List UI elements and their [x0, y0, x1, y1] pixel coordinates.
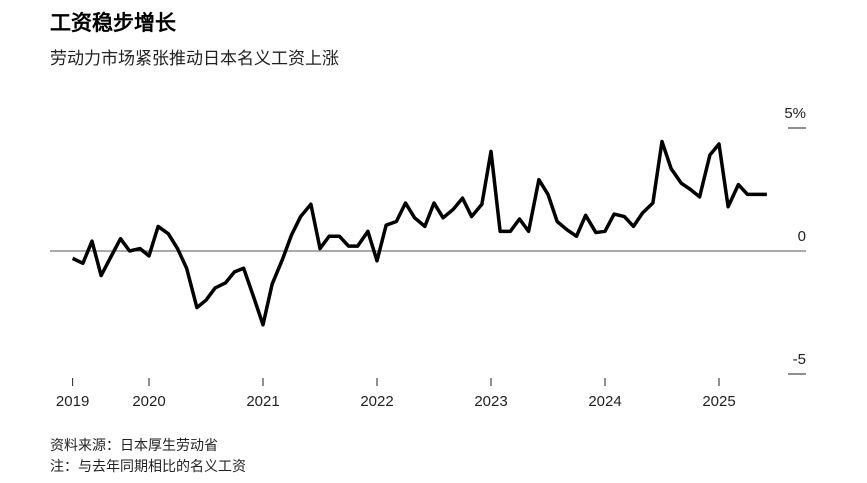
- x-tick-label: 2019: [56, 393, 89, 410]
- x-tick-label: 2020: [132, 393, 165, 410]
- note: 注：与去年同期相比的名义工资: [50, 458, 246, 474]
- x-tick-label: 2022: [360, 393, 393, 410]
- y-tick-label: -5: [793, 351, 806, 368]
- source: 资料来源：日本厚生劳动省: [50, 437, 218, 453]
- chart-title: 工资稳步增长: [50, 11, 177, 35]
- y-tick-label: 0: [798, 228, 806, 245]
- x-tick-label: 2024: [588, 393, 621, 410]
- x-tick-label: 2023: [474, 393, 507, 410]
- chart-subtitle: 劳动力市场紧张推动日本名义工资上涨: [50, 49, 339, 68]
- x-tick-label: 2021: [246, 393, 279, 410]
- y-tick-label: 5%: [784, 105, 806, 122]
- series-line: [71, 139, 767, 327]
- x-tick-label: 2025: [702, 393, 735, 410]
